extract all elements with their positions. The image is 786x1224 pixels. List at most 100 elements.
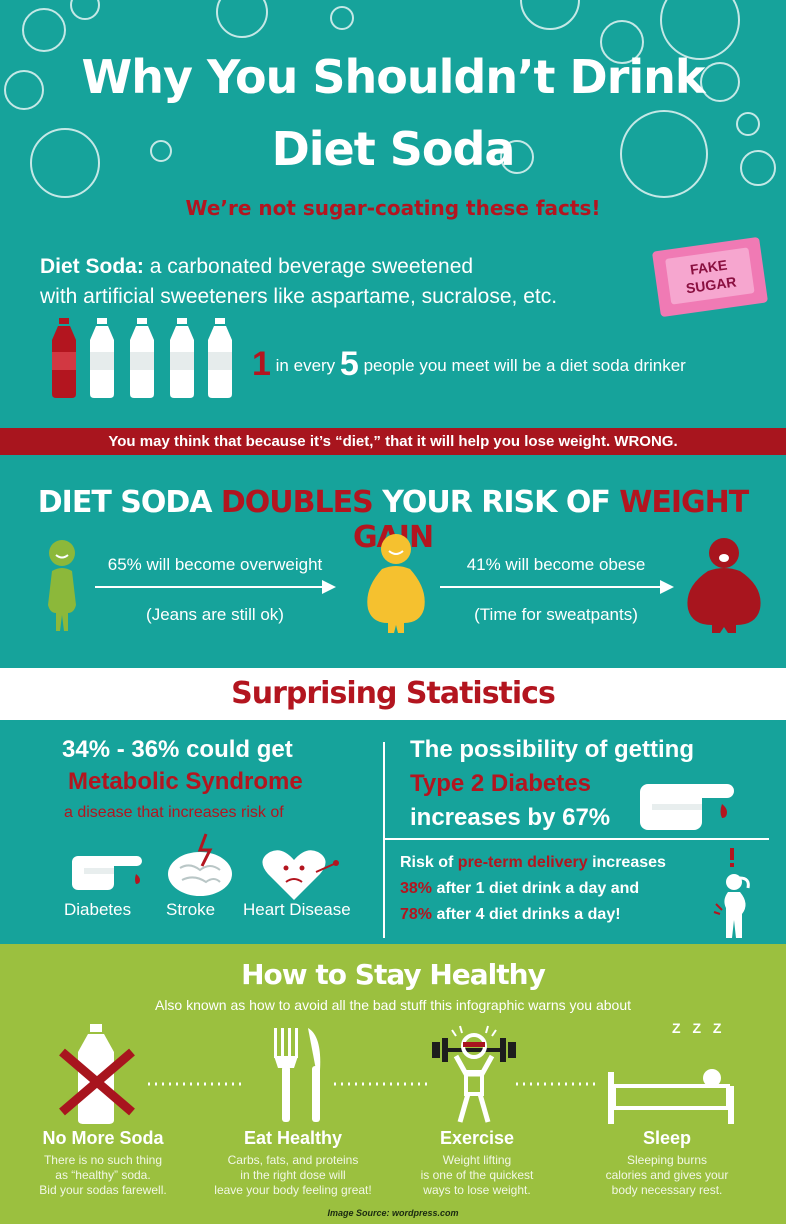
preterm-p4: 38% (400, 880, 433, 897)
item-line2: as “healthy” soda. (55, 1168, 151, 1182)
stats-header: Surprising Statistics (0, 668, 786, 720)
no-soda-icon (59, 1024, 135, 1124)
stats-section: 34% - 36% could get Metabolic Syndrome a… (0, 720, 786, 944)
healthy-icons (59, 1024, 734, 1124)
ratio-text1: in every (275, 356, 336, 375)
ratio-stat: 1 in every 5 people you meet will be a d… (252, 345, 686, 384)
diabetes-line2: Type 2 Diabetes (410, 770, 591, 797)
bubble-decoration (736, 112, 760, 136)
divider (383, 742, 385, 938)
step1-bottom-text: (Jeans are still ok) (146, 605, 284, 624)
item-line1: There is no such thing (43, 1153, 163, 1167)
step1-top-text: 65% will become overweight (107, 555, 323, 574)
bubble-decoration (216, 0, 268, 38)
definition-line1: a carbonated beverage sweetened (149, 255, 474, 278)
item-line1: Weight lifting (442, 1153, 512, 1167)
item-title: Exercise (439, 1128, 515, 1148)
bubble-decoration (700, 62, 740, 102)
zzz-text: Z Z Z (672, 1020, 726, 1036)
item-title: Sleep (642, 1128, 692, 1148)
bubble-decoration (22, 8, 66, 52)
page-title-line2: Diet Soda (271, 122, 516, 176)
bottle-icon-white (208, 318, 232, 398)
ratio-num1: 1 (252, 345, 271, 383)
overweight-person-icon (367, 534, 425, 633)
item-title: No More Soda (42, 1128, 164, 1148)
bubble-decoration (620, 110, 708, 198)
sugar-packet-icon: FAKE SUGAR (651, 236, 769, 318)
metabolic-line3: a disease that increases risk of (64, 804, 284, 821)
page-title-line1: Why You Shouldn’t Drink (81, 50, 705, 104)
weight-title-part1: DIET SODA (37, 485, 221, 520)
arrow-icon (440, 580, 674, 594)
pointing-hand-icon (640, 784, 734, 830)
item-line2: calories and gives your (605, 1168, 729, 1182)
step2-top-text: 41% will become obese (466, 555, 646, 574)
item-line1: Sleeping burns (626, 1153, 708, 1167)
bubble-decoration (30, 128, 100, 198)
preterm-p6: 78% (400, 906, 433, 923)
item-line1: Carbs, fats, and proteins (227, 1153, 359, 1167)
definition-text: Diet Soda: a carbonated beverage sweeten… (40, 252, 650, 312)
healthy-item-no-soda: No More Soda There is no such thing as “… (8, 1128, 198, 1198)
metabolic-line1: 34% - 36% could get (62, 736, 293, 763)
preterm-p1: Risk of (400, 854, 458, 871)
weight-progression-illustration (48, 534, 761, 633)
healthy-subtitle: Also known as how to avoid all the bad s… (154, 997, 632, 1013)
bed-icon (608, 1069, 734, 1124)
step2-bottom-text: (Time for sweatpants) (474, 605, 638, 624)
item-line3: leave your body feeling great! (214, 1183, 372, 1197)
brain-icon (168, 833, 232, 896)
bubble-decoration (330, 6, 354, 30)
weight-gain-title: DIET SODA DOUBLES YOUR RISK OF WEIGHT GA… (0, 485, 786, 555)
stats-title: Surprising Statistics (231, 676, 556, 711)
definition-term: Diet Soda: (40, 255, 144, 278)
bubble-decoration (70, 0, 100, 20)
item-line3: body necessary rest. (611, 1183, 723, 1197)
pregnant-woman-icon (713, 848, 750, 938)
item-line2: is one of the quickest (420, 1168, 534, 1182)
healthy-item-exercise: Exercise Weight lifting is one of the qu… (382, 1128, 572, 1198)
definition-line2: with artificial sweeteners like aspartam… (40, 285, 558, 308)
header-section: Why You Shouldn’t Drink Diet Soda We’re … (0, 0, 786, 428)
item-line2: in the right dose will (240, 1168, 346, 1182)
sad-heart-icon (262, 850, 339, 900)
diabetes-line3: increases by 67% (410, 804, 611, 831)
bubble-decoration (150, 140, 172, 162)
bubble-decoration (740, 150, 776, 186)
bottle-icon-red (52, 318, 76, 398)
weight-gain-section: DIET SODA DOUBLES YOUR RISK OF WEIGHT GA… (0, 455, 786, 668)
item-title: Eat Healthy (243, 1128, 343, 1148)
divider (383, 838, 769, 840)
ratio-text2: people you meet will be a diet soda drin… (363, 356, 686, 375)
bubble-decoration (600, 20, 644, 64)
healthy-section: How to Stay Healthy Also known as how to… (0, 944, 786, 1224)
preterm-text: Risk of pre-term delivery increases 38% … (400, 850, 730, 928)
bubble-decoration (500, 140, 534, 174)
bottle-icon-white (90, 318, 114, 398)
risk-label-heart-disease: Heart Disease (243, 900, 351, 919)
image-source-credit: Image Source: wordpress.com (327, 1208, 459, 1218)
arrow-icon (95, 580, 336, 594)
bottles-illustration (52, 318, 232, 398)
preterm-p7: after 4 diet drinks a day! (432, 906, 621, 923)
weight-title-part2: DOUBLES (220, 485, 374, 520)
warning-banner: You may think that because it’s “diet,” … (0, 428, 786, 455)
metabolic-line2: Metabolic Syndrome (68, 768, 303, 795)
bubble-decoration (520, 0, 580, 30)
preterm-p2: pre-term delivery (457, 854, 588, 871)
item-line3: ways to lose weight. (423, 1183, 531, 1197)
obese-person-icon (687, 538, 761, 633)
bubble-decoration (4, 70, 44, 110)
fork-knife-icon (274, 1028, 321, 1122)
healthy-title: How to Stay Healthy (241, 958, 546, 991)
risk-label-diabetes: Diabetes (64, 900, 132, 919)
healthy-item-eat-healthy: Eat Healthy Carbs, fats, and proteins in… (198, 1128, 388, 1198)
bottle-icon-white (170, 318, 194, 398)
preterm-p3: increases (587, 854, 666, 871)
preterm-p5: after 1 diet drink a day and (432, 880, 640, 897)
item-line3: Bid your sodas farewell. (39, 1183, 167, 1197)
risk-icons (72, 833, 339, 900)
diabetes-line1: The possibility of getting (410, 736, 694, 763)
page-subtitle: We’re not sugar-coating these facts! (185, 196, 601, 220)
